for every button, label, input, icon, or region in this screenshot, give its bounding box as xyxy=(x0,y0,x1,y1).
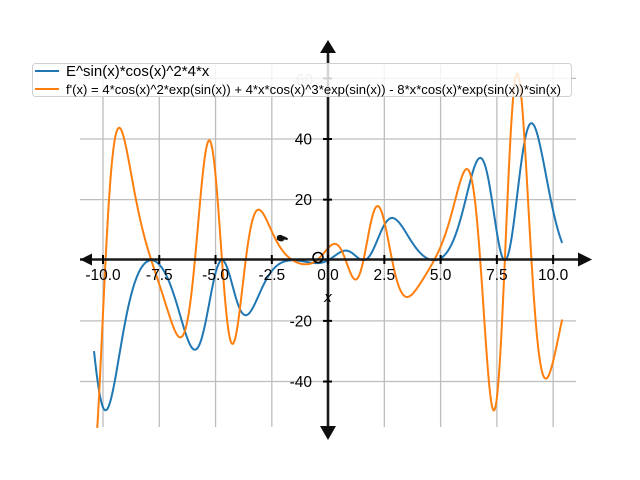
svg-text:2.5: 2.5 xyxy=(374,267,396,284)
svg-text:-5.0: -5.0 xyxy=(202,267,229,284)
svg-text:-20: -20 xyxy=(290,314,313,331)
svg-text:-40: -40 xyxy=(290,374,313,391)
svg-text:20: 20 xyxy=(295,192,313,209)
svg-text:-2.5: -2.5 xyxy=(258,267,285,284)
svg-text:0.0: 0.0 xyxy=(317,267,339,284)
svg-text:7.5: 7.5 xyxy=(486,267,508,284)
svg-text:40: 40 xyxy=(295,132,313,149)
svg-text:-10.0: -10.0 xyxy=(85,267,121,284)
svg-text:-7.5: -7.5 xyxy=(146,267,173,284)
svg-text:f'(x) = 4*cos(x)^2*exp(sin(x)): f'(x) = 4*cos(x)^2*exp(sin(x)) + 4*x*cos… xyxy=(66,82,561,97)
svg-text:5.0: 5.0 xyxy=(430,267,452,284)
svg-text:x: x xyxy=(323,289,332,306)
svg-text:E^sin(x)*cos(x)^2*4*x: E^sin(x)*cos(x)^2*4*x xyxy=(66,63,210,80)
svg-text:10.0: 10.0 xyxy=(538,267,569,284)
